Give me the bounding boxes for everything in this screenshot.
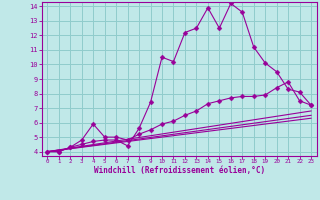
X-axis label: Windchill (Refroidissement éolien,°C): Windchill (Refroidissement éolien,°C) — [94, 166, 265, 175]
